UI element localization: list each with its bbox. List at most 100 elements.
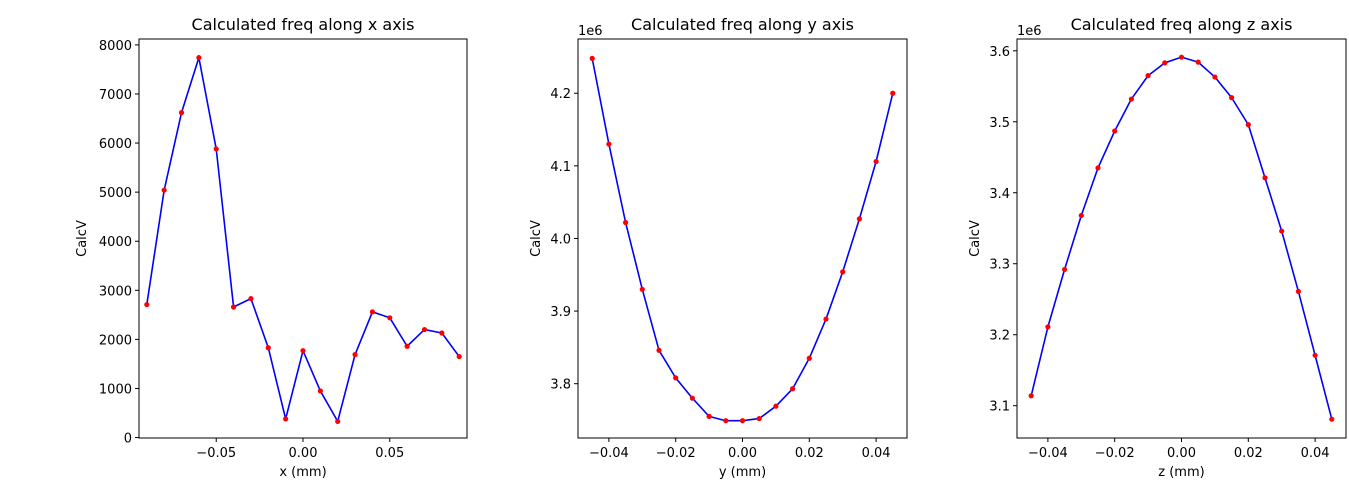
y-tick-label: 3000 [99, 284, 132, 299]
y-tick-label: 3.1 [989, 400, 1010, 415]
data-point [1195, 59, 1201, 65]
data-point [335, 418, 341, 424]
axis-offset-label: 1e6 [578, 24, 603, 39]
axis-offset-label: 1e6 [1017, 24, 1042, 39]
y-tick-label: 4.2 [550, 87, 571, 102]
y-tick-label: 0 [124, 432, 132, 447]
data-point [439, 330, 445, 336]
data-point [248, 296, 254, 302]
data-point [1078, 212, 1084, 219]
y-tick-label: 3.5 [989, 116, 1010, 131]
data-point [178, 110, 185, 116]
data-point [1312, 352, 1318, 358]
data-point [1112, 128, 1118, 134]
data-point [1279, 228, 1285, 234]
x-tick-label: 0.05 [375, 446, 404, 461]
y-tick-label: 3.6 [989, 45, 1010, 60]
data-point [823, 316, 829, 322]
y-tick-label: 8000 [99, 39, 132, 54]
data-point [689, 395, 695, 401]
x-axis-label: z (mm) [1158, 465, 1204, 480]
data-point [144, 301, 150, 308]
data-point [723, 418, 729, 424]
data-point [1245, 122, 1251, 128]
data-point [456, 353, 462, 360]
subplot-2: Calculated freq along y axis −0.04 −0.02 0.… [529, 15, 908, 480]
y-tick-label: 4.0 [550, 232, 571, 247]
axes-frame [138, 38, 468, 439]
axes-frame [1016, 38, 1347, 439]
data-point [1295, 288, 1302, 295]
data-point [756, 415, 762, 422]
data-point [1162, 60, 1168, 66]
chart-title: Calculated freq along x axis [192, 15, 415, 34]
data-point [404, 343, 410, 349]
y-tick-label: 5000 [99, 186, 132, 201]
data-point [317, 388, 323, 394]
data-point [1128, 96, 1134, 102]
axes-frame [577, 38, 908, 439]
data-point [856, 216, 863, 222]
data-point [300, 348, 306, 354]
data-point [873, 158, 879, 165]
data-point [1262, 175, 1268, 181]
x-tick-label: 0.00 [728, 446, 757, 461]
data-point [196, 55, 202, 61]
data-point [606, 141, 612, 147]
x-tick-label: −0.05 [196, 446, 236, 461]
data-point [1329, 416, 1335, 422]
y-tick-label: 1000 [99, 382, 132, 397]
subplot-3: Calculated freq along z axis −0.04 −0.02 0.… [968, 15, 1347, 480]
x-tick-label: 0.00 [289, 446, 318, 461]
x-tick-label: 0.04 [1301, 446, 1330, 461]
data-point [739, 418, 746, 424]
data-point [806, 355, 812, 361]
data-point [1095, 165, 1101, 171]
data-point [1229, 95, 1235, 101]
subplot-1: Calculated freq along x axis −0.05 0.00 0.0… [75, 15, 468, 480]
data-point [773, 403, 779, 409]
chart-title: Calculated freq along z axis [1071, 15, 1293, 34]
data-point [352, 352, 358, 358]
data-point [421, 326, 428, 333]
data-point [656, 347, 662, 353]
data-point [1212, 74, 1218, 80]
chart-title: Calculated freq along y axis [631, 15, 854, 34]
data-point [1061, 266, 1068, 273]
y-tick-label: 3.4 [989, 187, 1010, 202]
data-point [161, 187, 167, 193]
x-tick-label: 0.04 [862, 446, 891, 461]
data-point [840, 269, 846, 275]
x-tick-label: −0.04 [589, 446, 629, 461]
y-axis-label: CalcV [968, 220, 983, 257]
y-axis-label: CalcV [75, 220, 90, 257]
y-tick-label: 3.9 [550, 305, 571, 320]
data-point [1145, 73, 1151, 79]
data-point [213, 146, 219, 152]
y-tick-label: 2000 [99, 333, 132, 348]
data-point [369, 309, 376, 315]
data-point [387, 315, 393, 321]
data-point [589, 55, 595, 61]
data-point [706, 413, 712, 419]
y-tick-label: 4.1 [550, 160, 571, 175]
y-tick-label: 6000 [99, 137, 132, 152]
data-point [1028, 393, 1034, 399]
series-line [1030, 56, 1333, 420]
x-axis-label: y (mm) [719, 465, 766, 480]
data-point [1178, 54, 1185, 60]
series-line [591, 58, 894, 422]
x-tick-label: 0.02 [795, 446, 824, 461]
x-tick-label: 0.02 [1234, 446, 1263, 461]
x-axis-label: x (mm) [279, 465, 326, 480]
x-tick-label: −0.02 [656, 446, 696, 461]
data-point [1045, 324, 1051, 330]
y-tick-label: 3.2 [989, 329, 1010, 344]
x-tick-label: −0.02 [1095, 446, 1135, 461]
x-tick-label: 0.00 [1167, 446, 1196, 461]
data-point [790, 386, 796, 392]
data-point [283, 416, 289, 422]
data-point [265, 345, 271, 351]
data-point [673, 375, 679, 381]
